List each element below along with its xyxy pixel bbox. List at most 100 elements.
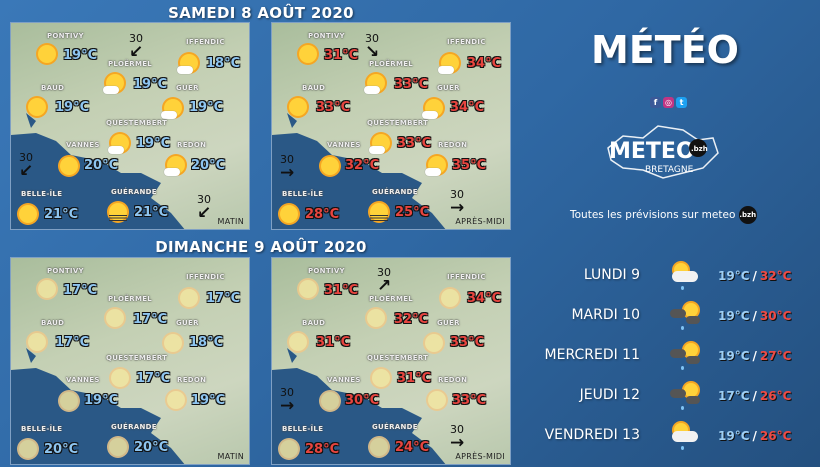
sun-shape [299,45,317,63]
sun-shape [109,438,127,456]
forecast-temps: 19°C/27°C [718,349,791,363]
forecast-row: LUNDI 9 19°C/32°C [530,259,820,295]
separator: / [752,269,757,283]
wind-indicator: 30 ↘ [365,32,379,61]
city-temperature: 32°C [345,158,380,173]
max-temp: 30°C [759,309,792,323]
city-label: IFFENDIC [447,273,486,281]
wind-indicator: 30 → [280,386,294,415]
sun-cloud-rain-icon [670,261,704,293]
wind-arrow-icon: ↗ [377,276,392,296]
instagram-icon[interactable]: ◎ [663,97,674,108]
wind-arrow-icon: → [450,198,465,218]
sun-cloud-icon [369,131,393,155]
period-label: APRÈS-MIDI [455,452,505,461]
sun-shape [60,392,78,410]
haze-icon [161,331,185,355]
sun-cloud-icon [161,96,185,120]
wind-speed: 30 [197,193,211,206]
cloud-shape [422,111,438,119]
city-label: PONTIVY [308,267,345,275]
city-label: GUER [437,319,460,327]
sun-fog-icon [106,200,130,224]
city-label: BELLE-ÎLE [21,425,63,433]
separator: / [752,349,757,363]
sun-shape [441,289,459,307]
cloud-shape [164,168,180,176]
sun-shape [164,334,182,352]
city-label: PONTIVY [47,32,84,40]
wind-speed: 30 [365,32,379,45]
wind-indicator: 30 ↗ [377,266,392,296]
sun-icon [286,95,310,119]
sun-icon [318,154,342,178]
tagline: Toutes les prévisions sur meteo .bzh [570,206,757,224]
city-temperature: 34°C [467,291,502,306]
city-temperature: 35°C [452,158,487,173]
period-label: MATIN [217,217,244,226]
meteo-bretagne-logo: METEO BRETAGNE .bzh [603,118,723,188]
max-temp: 27°C [759,349,792,363]
city-temperature: 31°C [316,335,351,350]
sun-shape [289,98,307,116]
forecast-row: JEUDI 12 17°C/26°C [530,379,820,415]
city-label: GUER [176,84,199,92]
city-label: BELLE-ÎLE [21,190,63,198]
city-temperature: 19°C [136,136,171,151]
forecast-temps: 19°C/32°C [718,269,791,283]
haze-icon [103,306,127,330]
city-label: GUÉRANDE [372,423,418,431]
wind-indicator: 30 → [450,188,465,218]
haze-icon [16,437,40,461]
twitter-icon[interactable]: t [676,97,687,108]
forecast-row: VENDREDI 13 19°C/26°C [530,419,820,455]
wind-arrow-icon: ↙ [129,42,144,62]
facebook-icon[interactable]: f [650,97,661,108]
sea-area [272,113,446,229]
min-temp: 19°C [718,309,750,323]
fog-shape [109,215,127,221]
city-label: PONTIVY [47,267,84,275]
wind-speed: 30 [19,151,33,164]
cloud-shape [425,168,441,176]
city-label: PLOËRMEL [108,295,153,303]
cloud-shape [108,146,124,154]
brand-title: MÉTÉO [591,28,739,72]
wind-indicator: 30 → [450,423,464,452]
sun-shape [28,98,46,116]
sun-shape [28,333,46,351]
forecast-row: MERCREDI 11 19°C/27°C [530,339,820,375]
svg-text:BRETAGNE: BRETAGNE [645,165,694,175]
city-temperature: 33°C [397,136,432,151]
sun-cloud-icon [425,153,449,177]
bzh-badge[interactable]: .bzh [738,206,757,224]
city-label: VANNES [327,141,361,149]
city-temperature: 25°C [395,205,430,220]
cloud-shape [161,111,177,119]
city-temperature: 20°C [44,442,79,457]
city-label: GUÉRANDE [111,188,157,196]
city-label: IFFENDIC [447,38,486,46]
dark-cloud-sun-rain-icon [670,301,704,333]
haze-icon [108,366,132,390]
dark-cloud-sun-rain-icon [670,341,704,373]
city-label: REDON [438,141,468,149]
fog-shape [370,215,388,221]
city-temperature: 21°C [134,205,169,220]
city-temperature: 34°C [450,100,485,115]
max-temp: 26°C [759,429,792,443]
city-label: IFFENDIC [186,38,225,46]
min-temp: 19°C [718,269,750,283]
city-label: IFFENDIC [186,273,225,281]
city-label: GUÉRANDE [372,188,418,196]
separator: / [752,389,757,403]
forecast-day: JEUDI 12 [579,387,640,403]
sun-shape [19,205,37,223]
city-temperature: 28°C [305,442,340,457]
haze-icon [106,435,130,459]
weather-map-après-midi: PONTIVY 31°C PLOËRMEL 32°C IFFENDIC 34°C BAUD 3… [271,257,511,465]
city-temperature: 34°C [467,56,502,71]
haze-icon [425,388,449,412]
city-temperature: 17°C [55,335,90,350]
city-temperature: 19°C [191,393,226,408]
